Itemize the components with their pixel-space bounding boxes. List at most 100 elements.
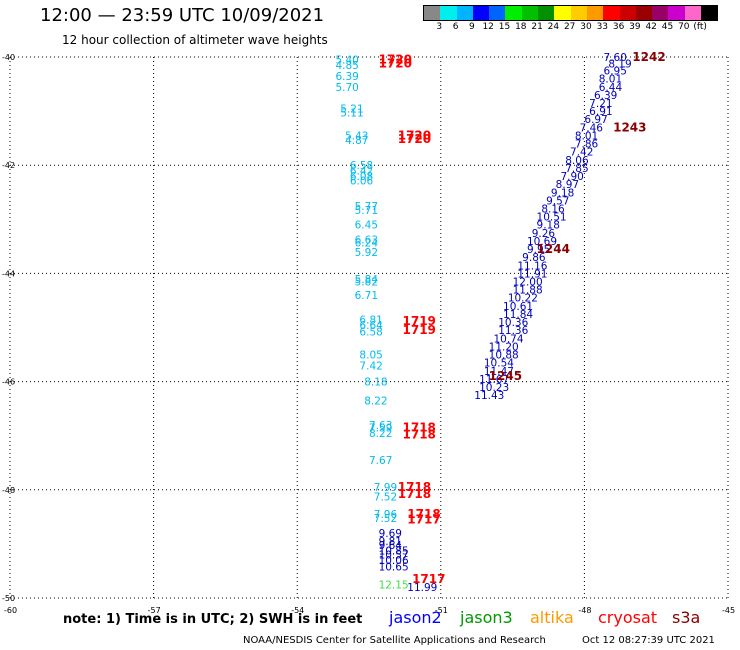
x-tick-label: -45	[722, 606, 735, 615]
satellite-legend-item: jason3	[460, 608, 513, 627]
color-scale-labels: 3 6 9 12 15 18 21 24 27 30 33 36 39 42 45 70 (ft)	[423, 22, 740, 34]
wave-height-label: 10.54	[484, 358, 514, 370]
page-subtitle: 12 hour collection of altimeter wave hei…	[62, 33, 328, 47]
wave-height-label: 7.85	[565, 163, 588, 175]
legend-label: 42	[645, 22, 657, 32]
wave-height-label: 11.16	[517, 260, 547, 272]
legend-swatch	[701, 6, 718, 20]
wave-height-label: 7.63	[369, 420, 392, 432]
wave-height-label: 9.95	[527, 244, 550, 256]
wave-height-label: 6.91	[589, 106, 612, 118]
y-tick-label: -40	[2, 53, 15, 62]
wave-height-label: 6.95	[604, 66, 627, 78]
wave-height-label: 10.74	[493, 333, 523, 345]
wave-height-label: 5.82	[355, 277, 378, 289]
wave-height-label: 8.18	[364, 377, 387, 389]
wave-height-label: 11.91	[517, 268, 547, 280]
legend-label: 21	[531, 22, 543, 32]
legend-label: 15	[498, 22, 511, 32]
legend-swatch	[635, 6, 653, 20]
x-tick-label: -57	[148, 606, 161, 615]
pass-number-label: 1720	[398, 128, 431, 142]
wave-height-label: 6.97	[584, 114, 607, 126]
legend-swatch	[424, 6, 441, 20]
wave-height-label: 11.99	[407, 582, 437, 594]
satellite-legend-item: jason2	[389, 608, 442, 627]
wave-height-label: 5.71	[355, 205, 378, 217]
footnote: note: 1) Time is in UTC; 2) SWH is in fe…	[63, 612, 363, 627]
wave-height-label: 8.16	[541, 203, 565, 215]
wave-height-label: 6.63	[355, 234, 378, 246]
legend-label: 9	[469, 22, 475, 32]
wave-height-label: 6.39	[335, 71, 358, 83]
wave-height-label: 7.96	[374, 509, 398, 521]
wave-height-label: 9.26	[532, 228, 556, 240]
wave-height-label: 6.42	[350, 166, 373, 178]
wave-height-label: 5.40	[335, 55, 358, 67]
wave-height-label: 9.18	[537, 220, 560, 232]
pass-number-label: 1718	[398, 487, 431, 501]
legend-swatch	[652, 6, 669, 20]
wave-height-label: 11.43	[474, 390, 504, 402]
wave-height-label: 10.36	[498, 317, 528, 329]
wave-height-label: 7.67	[369, 455, 392, 467]
y-tick-label: -42	[2, 161, 15, 170]
wave-height-label: 11.67	[479, 374, 509, 386]
wave-height-label: 7.42	[359, 360, 382, 372]
pass-number-label: 1718	[403, 428, 436, 442]
wave-height-label: 6.08	[350, 171, 373, 183]
y-tick-label: -48	[2, 486, 15, 495]
satellite-legend-item: s3a	[672, 608, 701, 627]
wave-height-label: 6.39	[594, 90, 617, 102]
wave-height-label: 11.84	[503, 309, 533, 321]
legend-swatch	[619, 6, 636, 20]
legend-swatch	[668, 6, 685, 20]
pass-number-label: 1717	[412, 572, 445, 586]
legend-swatch	[684, 6, 702, 20]
wave-height-label: 8.22	[369, 428, 392, 440]
legend-label: 70	[678, 22, 690, 32]
satellite-legend-item: altika	[530, 608, 574, 627]
wave-height-label: 6.58	[359, 326, 382, 338]
y-tick-label: -44	[2, 269, 15, 278]
credit-line: NOAA/NESDIS Center for Satellite Applica…	[243, 635, 546, 646]
wave-height-label: 11.47	[484, 366, 514, 378]
pass-number-label: 1717	[407, 513, 440, 527]
legend-swatch	[538, 6, 555, 20]
wave-height-label: 5.84	[355, 274, 379, 286]
pass-number-label: 1244	[537, 242, 570, 256]
wave-height-label: 10.61	[503, 301, 533, 313]
legend-label: 18	[515, 22, 527, 32]
wave-height-label: 9.64	[379, 540, 403, 552]
wave-height-label: 8.01	[575, 130, 598, 142]
legend-swatch	[489, 6, 506, 20]
wave-height-label: 9.81	[379, 536, 402, 548]
y-tick-label: -46	[2, 378, 15, 387]
wave-height-label: 8.01	[599, 74, 622, 86]
wave-height-label: 8.19	[608, 58, 631, 70]
wave-height-label: 7.52	[374, 491, 397, 503]
legend-swatch	[472, 6, 490, 20]
wave-height-label: 5.21	[340, 103, 363, 115]
wave-height-label: 5.11	[340, 108, 363, 120]
wave-height-label: 5.77	[355, 201, 378, 213]
wave-height-label: 7.21	[589, 98, 612, 110]
legend-label: 30	[580, 22, 592, 32]
wave-height-label: 6.71	[355, 290, 378, 302]
wave-height-label: 10.22	[508, 293, 538, 305]
wave-height-label: 7.42	[570, 147, 593, 159]
legend-label: 3	[436, 22, 443, 32]
legend-swatch	[440, 6, 457, 20]
wave-height-label: 8.06	[565, 155, 589, 167]
wave-height-label: 8.22	[364, 396, 387, 408]
legend-swatch	[554, 6, 571, 20]
wave-height-label: 7.46	[580, 122, 604, 134]
wave-height-label: 7.52	[374, 513, 397, 525]
legend-label: 27	[563, 22, 576, 32]
legend-swatch	[456, 6, 473, 20]
wave-height-label: 4.87	[345, 135, 368, 147]
pass-number-label: 1720	[379, 53, 412, 67]
wave-height-label: 10.57	[379, 550, 409, 562]
wave-height-label: 8.05	[359, 350, 382, 362]
